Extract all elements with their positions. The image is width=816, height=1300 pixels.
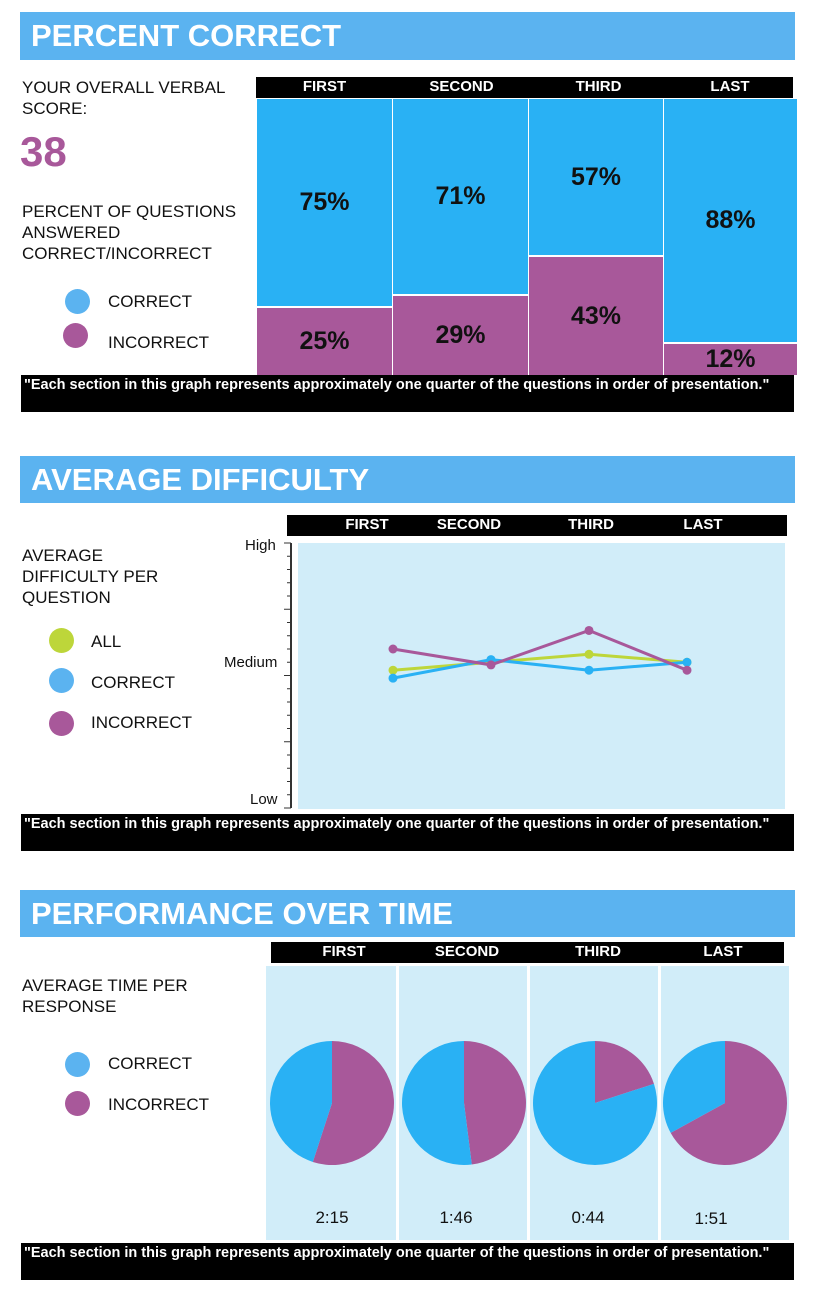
- bar-correct-second-label: 71%: [435, 182, 486, 211]
- bar-correct-first-label: 75%: [299, 187, 350, 216]
- percent-header-third: THIRD: [575, 78, 622, 95]
- performance-header-third: THIRD: [575, 943, 621, 960]
- performance-section-header: FIRST SECOND THIRD LAST: [271, 942, 784, 963]
- difficulty-header-first: FIRST: [345, 516, 389, 533]
- pie-incorrect-second: [464, 1041, 527, 1165]
- time-third: 0:44: [571, 1208, 605, 1227]
- pie-incorrect-first: [312, 1041, 395, 1165]
- incorrect-legend-label: INCORRECT: [108, 333, 210, 352]
- diff-incorrect-legend-dot: [49, 711, 74, 736]
- bar-correct-last-label: 88%: [705, 205, 756, 234]
- performance-title: PERFORMANCE OVER TIME: [31, 896, 453, 931]
- bar-correct-third: 57%: [528, 98, 664, 257]
- diff-correct-legend-label: CORRECT: [91, 673, 176, 692]
- difficulty-point-correct: [682, 657, 692, 667]
- difficulty-desc: AVERAGE DIFFICULTY PER QUESTION: [22, 546, 159, 607]
- difficulty-series: [388, 625, 692, 683]
- difficulty-line-all: [392, 652, 688, 672]
- difficulty-point-incorrect: [486, 660, 496, 670]
- bar-correct-third-label: 57%: [570, 162, 622, 191]
- bar-incorrect-first-label: 25%: [299, 326, 350, 355]
- y-label-medium: Medium: [224, 654, 278, 671]
- difficulty-line-incorrect: [392, 628, 688, 672]
- performance-desc: AVERAGE TIME PER RESPONSE: [22, 976, 188, 1016]
- difficulty-point-incorrect: [388, 644, 398, 654]
- bar-incorrect-first: 25%: [256, 306, 393, 376]
- pie-incorrect-last: [670, 1041, 788, 1165]
- pie-correct-first: [270, 1041, 332, 1162]
- bar-correct-first: 75%: [256, 98, 393, 307]
- incorrect-legend-dot: [63, 323, 88, 348]
- difficulty-header-third: THIRD: [568, 516, 614, 533]
- overall-score-label: YOUR OVERALL VERBAL SCORE:: [22, 78, 225, 118]
- bar-incorrect-second: 29%: [392, 295, 529, 376]
- pie-incorrect-third: [595, 1041, 654, 1103]
- difficulty-banner: AVERAGE DIFFICULTY: [20, 456, 795, 503]
- percent-stacked-chart: 75% 25% 71% 29% 57% 43% 88% 12%: [256, 98, 798, 376]
- overall-score-value: 38: [20, 128, 67, 175]
- bar-incorrect-third-label: 43%: [570, 301, 622, 330]
- difficulty-point-all: [388, 665, 398, 675]
- y-label-high: High: [245, 537, 276, 554]
- pie-correct-second: [402, 1041, 472, 1165]
- difficulty-line-correct: [392, 658, 688, 680]
- correct-legend-label: CORRECT: [108, 292, 193, 311]
- bar-incorrect-second-label: 29%: [435, 321, 486, 350]
- difficulty-line-chart: [284, 542, 785, 809]
- correct-legend-dot: [65, 289, 90, 314]
- difficulty-header-second: SECOND: [436, 516, 502, 533]
- time-second: 1:46: [439, 1208, 473, 1227]
- difficulty-plot-area: [298, 543, 785, 809]
- percent-header-first: FIRST: [302, 78, 347, 95]
- performance-note: "Each section in this graph represents a…: [21, 1243, 794, 1280]
- bar-correct-second: 71%: [392, 98, 529, 296]
- difficulty-point-correct: [388, 673, 398, 683]
- performance-header-last: LAST: [703, 943, 743, 960]
- difficulty-point-correct: [584, 665, 594, 675]
- percent-correct-banner: PERCENT CORRECT: [20, 12, 795, 60]
- performance-header-first: FIRST: [322, 943, 366, 960]
- difficulty-section-header: FIRST SECOND THIRD LAST: [287, 515, 787, 536]
- difficulty-y-ticks: [284, 542, 291, 809]
- percent-header-second: SECOND: [429, 78, 494, 95]
- percent-note: "Each section in this graph represents a…: [21, 375, 794, 412]
- bar-correct-last: 88%: [663, 98, 798, 343]
- bar-incorrect-last: 12%: [663, 342, 798, 376]
- difficulty-title: AVERAGE DIFFICULTY: [31, 462, 370, 497]
- percent-section-header: FIRST SECOND THIRD LAST: [256, 77, 793, 98]
- difficulty-point-all: [584, 649, 594, 659]
- all-legend-label: ALL: [91, 632, 122, 651]
- difficulty-note: "Each section in this graph represents a…: [21, 814, 794, 851]
- percent-correct-title: PERCENT CORRECT: [31, 18, 342, 53]
- difficulty-point-incorrect: [584, 625, 594, 635]
- bar-incorrect-last-label: 12%: [705, 344, 756, 373]
- performance-header-second: SECOND: [434, 943, 500, 960]
- percent-desc: PERCENT OF QUESTIONS ANSWERED CORRECT/IN…: [22, 202, 237, 263]
- diff-incorrect-legend-label: INCORRECT: [91, 713, 193, 732]
- percent-header-last: LAST: [710, 78, 750, 95]
- all-legend-dot: [49, 628, 74, 653]
- difficulty-point-incorrect: [682, 665, 692, 675]
- y-label-low: Low: [250, 791, 278, 808]
- time-last: 1:51: [694, 1209, 728, 1228]
- pie-correct-third: [532, 1041, 657, 1165]
- time-first: 2:15: [315, 1208, 349, 1227]
- perf-correct-legend-dot: [65, 1052, 90, 1077]
- perf-incorrect-legend-label: INCORRECT: [108, 1095, 210, 1114]
- difficulty-header-last: LAST: [683, 516, 723, 533]
- diff-correct-legend-dot: [49, 668, 74, 693]
- perf-incorrect-legend-dot: [65, 1091, 90, 1116]
- perf-correct-legend-label: CORRECT: [108, 1054, 193, 1073]
- pie-correct-last: [663, 1041, 725, 1133]
- bar-incorrect-third: 43%: [528, 256, 664, 376]
- performance-banner: PERFORMANCE OVER TIME: [20, 890, 795, 937]
